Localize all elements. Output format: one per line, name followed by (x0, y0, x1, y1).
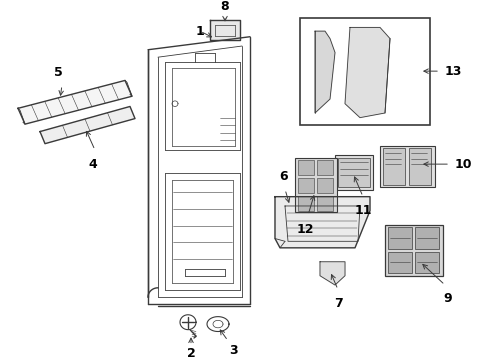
Polygon shape (40, 107, 135, 144)
Bar (409, 148, 431, 185)
Bar (388, 228, 412, 249)
Polygon shape (345, 27, 390, 118)
Bar (388, 252, 412, 273)
Bar (298, 178, 314, 193)
Text: 7: 7 (334, 297, 343, 310)
Text: 12: 12 (296, 223, 314, 236)
Polygon shape (315, 31, 335, 113)
Bar (338, 158, 370, 187)
Bar (380, 145, 435, 187)
Text: 4: 4 (89, 158, 98, 171)
Bar (383, 148, 405, 185)
Polygon shape (18, 80, 132, 124)
Bar (317, 161, 333, 175)
Polygon shape (320, 262, 345, 285)
Text: 9: 9 (443, 292, 452, 305)
Bar (317, 178, 333, 193)
Bar (335, 155, 373, 190)
Bar (385, 225, 443, 276)
Text: 2: 2 (187, 347, 196, 360)
Bar (295, 158, 337, 212)
Bar (415, 228, 439, 249)
Bar (298, 196, 314, 211)
Text: 3: 3 (229, 343, 237, 357)
Bar (300, 18, 430, 125)
Text: 13: 13 (445, 65, 463, 78)
Text: 5: 5 (53, 66, 62, 78)
Text: 1: 1 (196, 24, 204, 38)
Text: 6: 6 (280, 170, 288, 183)
Text: 8: 8 (220, 0, 229, 13)
Text: 10: 10 (455, 158, 472, 171)
Bar (415, 252, 439, 273)
Text: 11: 11 (354, 204, 372, 217)
Polygon shape (275, 197, 370, 248)
Bar (298, 161, 314, 175)
Bar (317, 196, 333, 211)
Polygon shape (210, 20, 240, 40)
